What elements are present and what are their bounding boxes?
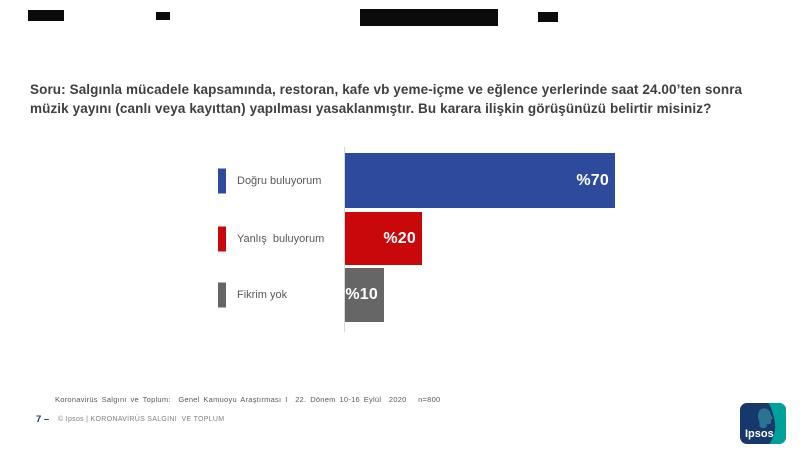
- ipsos-logo: Ipsos: [740, 403, 786, 444]
- legend-marker-gray: [218, 282, 226, 308]
- question-line-1: Soru: Salgınla mücadele kapsamında, rest…: [30, 82, 743, 97]
- bar-yanlis-buluyorum: %20: [345, 212, 422, 265]
- question-line-2: müzik yayını (canlı veya kayıttan) yapıl…: [30, 101, 712, 116]
- face-profile-icon: [758, 408, 773, 429]
- category-label: Yanlış buluyorum: [237, 232, 325, 245]
- chart-row-yanlis-buluyorum: Yanlış buluyorum %20: [0, 212, 800, 265]
- category-label: Fikrim yok: [237, 289, 288, 301]
- bar-fikrim-yok: %10: [345, 268, 384, 322]
- bar-value-label: %20: [383, 229, 416, 247]
- page-number: 7 –: [36, 414, 50, 425]
- axis-baseline: [344, 147, 345, 332]
- logo-teal-panel: [768, 403, 786, 444]
- bar-dogru-buluyorum: %70: [345, 153, 615, 208]
- redacted-text-block: [538, 12, 558, 22]
- category-label: Doğru buluyorum: [237, 174, 322, 187]
- bar-value-label: %10: [345, 286, 378, 303]
- bar-value-label: %70: [576, 171, 609, 189]
- logo-text: Ipsos: [745, 428, 774, 440]
- source-note: Koronavirüs Salgını ve Toplum: Genel Kam…: [55, 395, 441, 404]
- redacted-title-block: [360, 9, 498, 26]
- legend-marker-blue: [218, 168, 226, 193]
- redacted-text-block: [28, 10, 64, 21]
- chart-row-dogru-buluyorum: Doğru buluyorum %70: [0, 153, 800, 208]
- legend-marker-red: [218, 226, 226, 251]
- question-text: Soru: Salgınla mücadele kapsamında, rest…: [30, 80, 790, 118]
- chart-row-fikrim-yok: Fikrim yok %10: [0, 268, 800, 322]
- redacted-text-block: [156, 12, 170, 20]
- copyright-text: © Ipsos | KORONAVİRÜS SALGINI VE TOPLUM: [58, 416, 225, 423]
